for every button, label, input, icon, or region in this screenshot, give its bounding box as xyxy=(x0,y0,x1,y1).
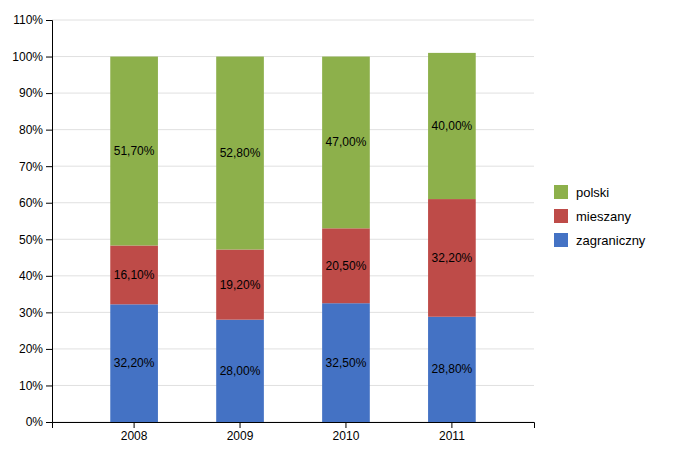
x-tick-label: 2010 xyxy=(333,429,360,443)
x-tick-label: 2011 xyxy=(439,429,465,443)
data-label: 52,80% xyxy=(220,146,261,160)
y-tick-mark xyxy=(46,20,52,21)
y-tick: 20% xyxy=(19,342,52,356)
legend-label: mieszany xyxy=(576,209,631,224)
chart: 32,20% 28,00% 32,50% 28,80% 16,10% 19,20% 20,5… xyxy=(0,0,684,458)
bar xyxy=(216,250,264,320)
y-tick: 100% xyxy=(12,50,52,64)
series xyxy=(110,303,475,422)
y-axis: 0% 10% 20% 30% 40% 50% 60% 70% 80% 90% 100% 110% xyxy=(12,13,52,429)
y-tick-mark xyxy=(46,276,52,277)
bar xyxy=(110,245,158,304)
x-tick: 2010 xyxy=(333,422,360,443)
bar xyxy=(322,303,370,422)
x-tick-label: 2008 xyxy=(121,429,148,443)
y-tick: 30% xyxy=(19,306,52,320)
y-tick: 0% xyxy=(26,415,52,429)
y-axis-line xyxy=(46,21,53,423)
bars xyxy=(110,53,475,422)
data-label: 32,20% xyxy=(432,251,473,265)
y-tick-label: 10% xyxy=(19,379,43,393)
bar xyxy=(428,199,476,317)
legend-item: zagraniczny xyxy=(554,233,646,248)
legend-item: polski xyxy=(554,185,609,200)
legend: polski mieszany zagraniczny xyxy=(554,185,646,248)
bar xyxy=(428,53,476,199)
data-labels: 32,20% 28,00% 32,50% 28,80% 16,10% 19,20% 20,5… xyxy=(114,119,473,378)
y-tick-mark xyxy=(46,203,52,204)
y-tick: 10% xyxy=(19,379,52,393)
bar xyxy=(216,320,264,422)
bar xyxy=(110,304,158,422)
data-label: 20,50% xyxy=(326,259,367,273)
legend-label: polski xyxy=(576,185,609,200)
y-tick-mark xyxy=(46,385,52,386)
y-tick-label: 60% xyxy=(19,196,43,210)
legend-item: mieszany xyxy=(554,209,631,224)
y-tick-label: 70% xyxy=(19,160,43,174)
data-label: 32,20% xyxy=(114,356,155,370)
y-tick-mark xyxy=(46,130,52,131)
data-label: 47,00% xyxy=(326,135,367,149)
y-tick-label: 40% xyxy=(19,269,43,283)
y-tick-mark xyxy=(46,312,52,313)
legend-label: zagraniczny xyxy=(576,233,646,248)
y-tick: 110% xyxy=(13,13,52,27)
data-label: 19,20% xyxy=(220,278,261,292)
y-tick-label: 30% xyxy=(19,306,43,320)
y-tick-mark xyxy=(46,166,52,167)
y-tick-mark xyxy=(46,349,52,350)
data-label: 28,80% xyxy=(432,362,473,376)
y-tick: 40% xyxy=(19,269,52,283)
bar xyxy=(322,228,370,303)
legend-swatch xyxy=(554,185,568,199)
plot: 32,20% 28,00% 32,50% 28,80% 16,10% 19,20% 20,5… xyxy=(12,13,534,442)
data-label: 40,00% xyxy=(432,119,473,133)
x-tick-mark xyxy=(240,422,241,428)
y-tick: 70% xyxy=(19,160,52,174)
y-tick-mark xyxy=(46,239,52,240)
y-tick-label: 110% xyxy=(13,13,43,27)
legend-swatch xyxy=(554,233,568,247)
x-tick-label: 2009 xyxy=(227,429,254,443)
y-tick: 50% xyxy=(19,233,52,247)
y-tick: 90% xyxy=(19,86,52,100)
series xyxy=(110,53,475,250)
y-tick-label: 90% xyxy=(19,86,43,100)
y-tick-mark xyxy=(46,93,52,94)
y-tick-label: 50% xyxy=(19,233,43,247)
x-tick-mark xyxy=(134,422,135,428)
grid xyxy=(52,20,534,422)
y-tick-label: 80% xyxy=(19,123,43,137)
bar xyxy=(428,317,476,422)
data-label: 16,10% xyxy=(114,268,155,282)
x-tick: 2008 xyxy=(121,422,148,443)
series xyxy=(110,199,475,320)
legend-swatch xyxy=(554,209,568,223)
y-tick-label: 20% xyxy=(19,342,43,356)
data-label: 51,70% xyxy=(114,144,155,158)
x-tick: 2011 xyxy=(439,422,465,443)
grid-line xyxy=(52,20,534,21)
bar xyxy=(216,57,264,250)
bar xyxy=(322,57,370,229)
data-label: 32,50% xyxy=(326,356,367,370)
y-tick: 60% xyxy=(19,196,52,210)
x-axis: 2008 2009 2010 2011 xyxy=(53,422,535,443)
data-label: 28,00% xyxy=(220,364,261,378)
x-tick: 2009 xyxy=(227,422,254,443)
y-tick-label: 0% xyxy=(26,415,44,429)
y-tick-label: 100% xyxy=(12,50,43,64)
x-tick-mark xyxy=(451,422,452,428)
bar xyxy=(110,57,158,246)
x-axis-line xyxy=(53,423,535,429)
x-tick-mark xyxy=(345,422,346,428)
y-tick: 80% xyxy=(19,123,52,137)
y-tick-mark xyxy=(46,422,52,423)
y-tick-mark xyxy=(46,57,52,58)
